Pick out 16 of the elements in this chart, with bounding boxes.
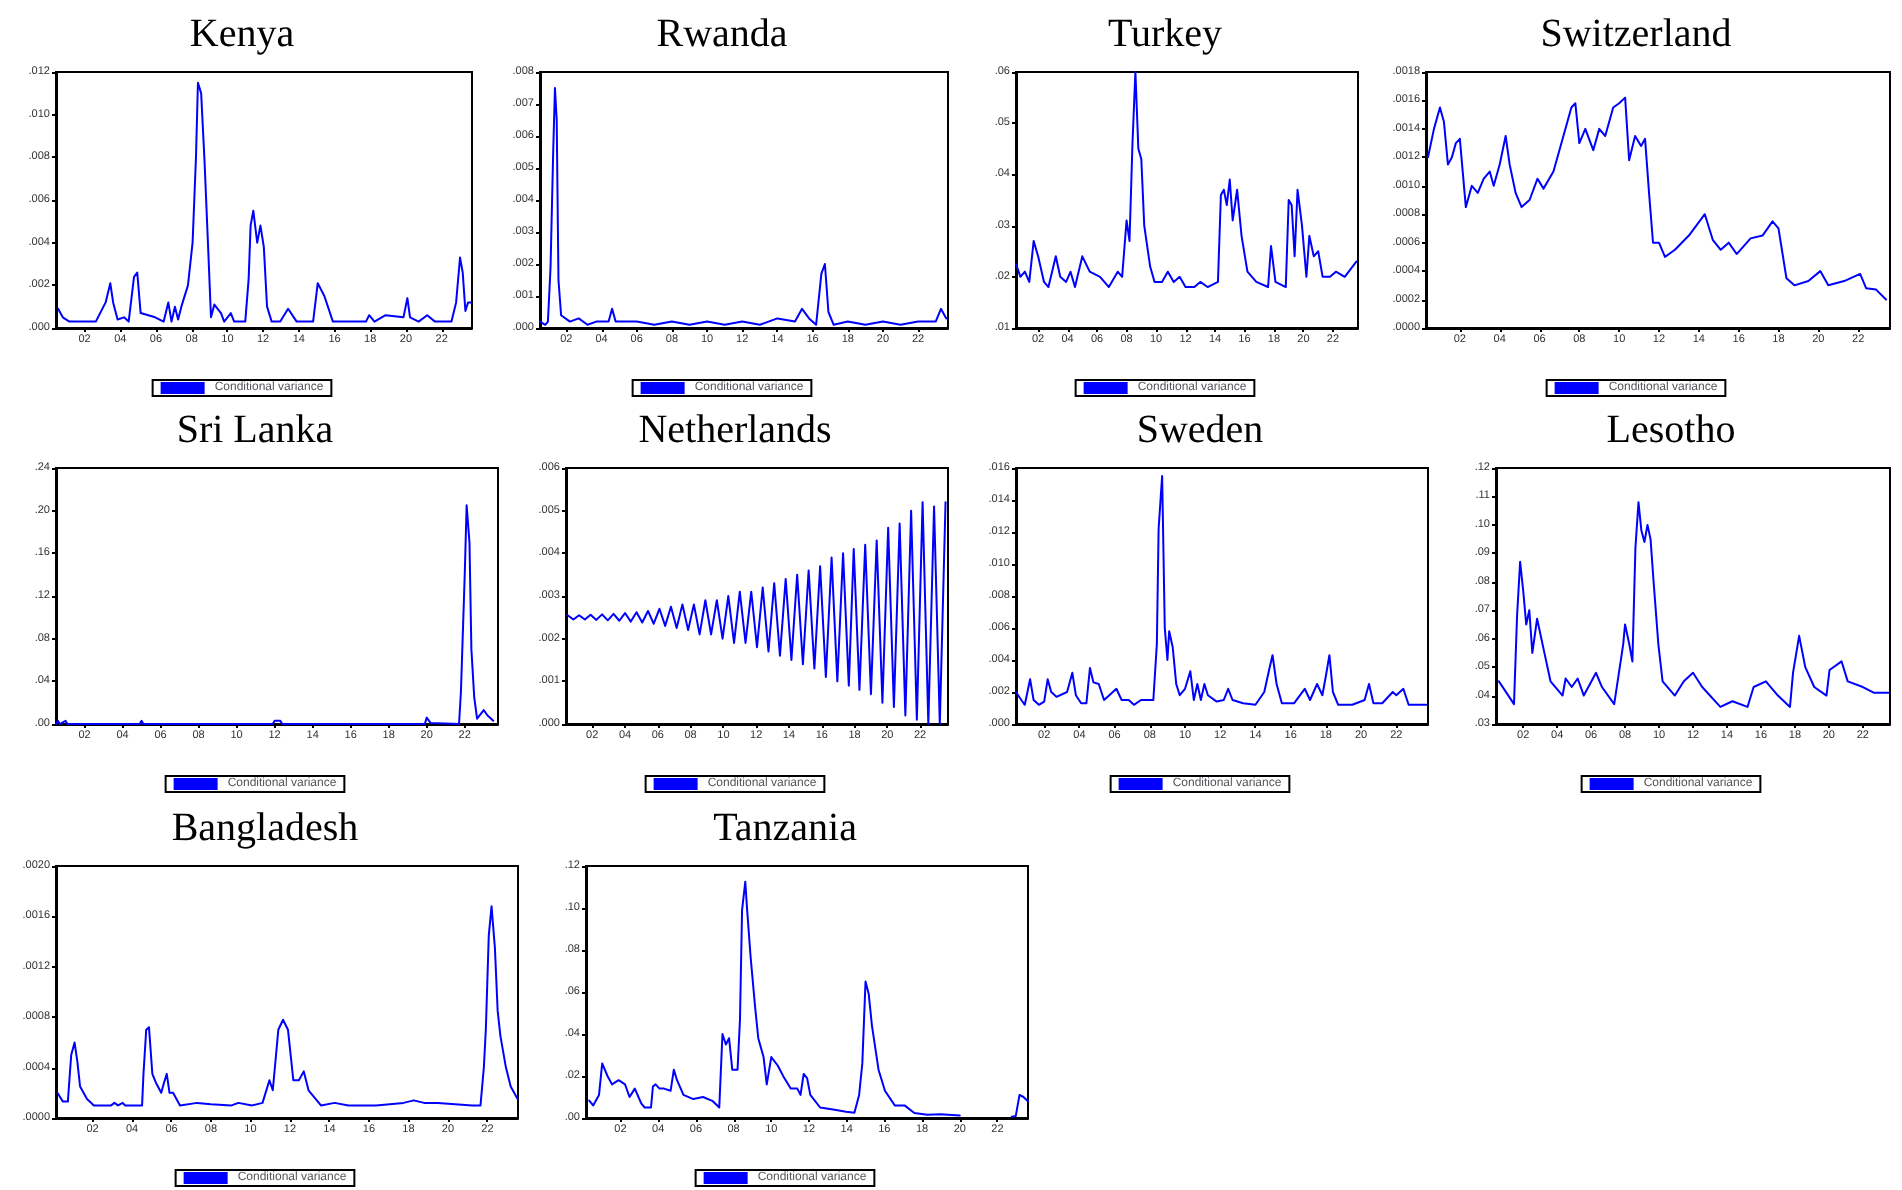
line-series: [56, 905, 519, 1107]
chart-title: Netherlands: [638, 408, 833, 452]
line-series: [1015, 475, 1428, 706]
chart-title: Lesotho: [1606, 408, 1736, 452]
line-series: [1497, 501, 1890, 708]
line-series: [1015, 71, 1358, 289]
chart-title: Bangladesh: [171, 806, 359, 850]
line-series: [1426, 96, 1888, 301]
chart-title: Switzerland: [1540, 12, 1732, 56]
line-series: [57, 81, 473, 323]
chart-title: Tanzania: [713, 806, 858, 850]
chart-title: Turkey: [1107, 12, 1223, 56]
chart-title: Sweden: [1136, 408, 1264, 452]
chart-title: Kenya: [189, 12, 295, 56]
chart-title: Rwanda: [656, 12, 788, 56]
chart-title: Sri Lanka: [176, 408, 334, 452]
